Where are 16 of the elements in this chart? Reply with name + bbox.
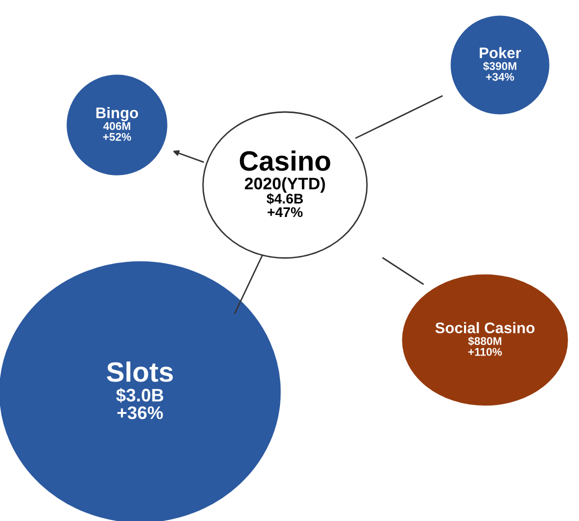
text: +52%: [103, 132, 132, 141]
data-label: $880M: [468, 336, 502, 346]
category-label: Poker: [480, 47, 521, 58]
text: +110%: [468, 348, 502, 356]
text: +47%: [268, 207, 303, 218]
data-label: 406M: [103, 122, 130, 130]
text: +36%: [117, 406, 163, 420]
text: 2020(YTD): [244, 177, 325, 193]
category-label: Bingo: [96, 107, 138, 122]
data-label: $3.0B: [116, 388, 164, 403]
category-label: Slots: [106, 362, 173, 382]
data-label: $4.6B: [266, 193, 303, 204]
data-label: $390M: [483, 62, 516, 71]
category-label: Social Casino: [435, 322, 534, 334]
category-label: Casino: [240, 150, 330, 171]
text: +34%: [486, 72, 514, 81]
